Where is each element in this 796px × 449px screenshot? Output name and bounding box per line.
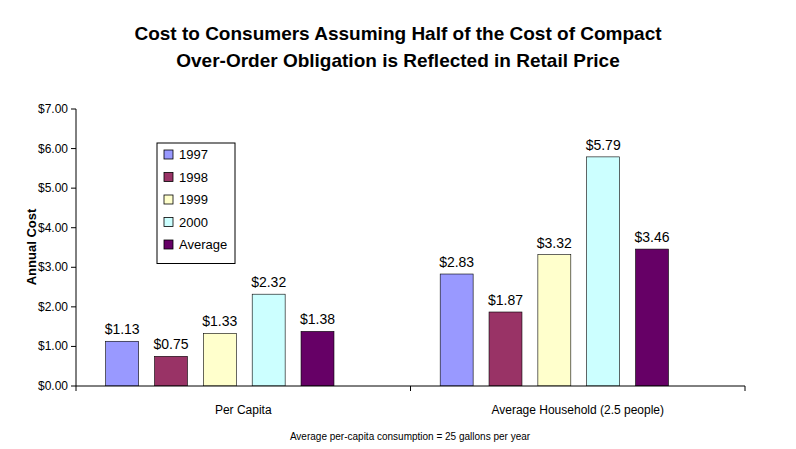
x-tick — [745, 386, 746, 391]
x-tick — [76, 386, 77, 391]
y-tick-label: $4.00 — [38, 221, 68, 235]
data-label: $2.83 — [439, 254, 474, 270]
y-tick — [71, 267, 76, 268]
y-tick-label: $0.00 — [38, 379, 68, 393]
y-tick-label: $3.00 — [38, 260, 68, 274]
y-tick — [71, 386, 76, 387]
bar — [301, 331, 334, 386]
data-label: $2.32 — [251, 274, 286, 290]
y-tick — [71, 346, 76, 347]
background — [0, 0, 796, 449]
y-tick-label: $6.00 — [38, 142, 68, 156]
title-line: Cost to Consumers Assuming Half of the C… — [134, 23, 662, 44]
legend-label: 2000 — [179, 215, 208, 230]
data-label: $0.75 — [153, 336, 188, 352]
y-tick-label: $2.00 — [38, 300, 68, 314]
legend-swatch — [164, 150, 173, 159]
y-axis — [76, 109, 77, 386]
annotation: Average per-capita consumption = 25 gall… — [290, 431, 531, 442]
data-label: $1.13 — [105, 321, 140, 337]
y-tick — [71, 306, 76, 307]
legend-label: 1997 — [179, 147, 208, 162]
data-label: $1.87 — [488, 292, 523, 308]
legend-label: 1998 — [179, 170, 208, 185]
legend-box — [157, 143, 235, 264]
title: Cost to Consumers Assuming Half of the C… — [134, 23, 662, 71]
bar — [440, 274, 473, 386]
data-labels: $1.13 $0.75 $1.33 $2.32 $1.38 $2.83 $1.87 $3.32… — [105, 137, 670, 352]
y-axis-label: Annual Cost — [24, 208, 39, 285]
bar — [252, 294, 285, 386]
y-tick — [71, 188, 76, 189]
legend-swatch — [164, 195, 173, 204]
data-label: $1.33 — [202, 313, 237, 329]
legend-swatch — [164, 218, 173, 227]
data-label: $3.46 — [634, 229, 669, 245]
bar — [538, 255, 571, 386]
x-tick — [410, 386, 411, 391]
y-tick — [71, 109, 76, 110]
y-tick-label: $7.00 — [38, 102, 68, 116]
data-label: $1.38 — [300, 311, 335, 327]
bars — [106, 157, 669, 386]
chart: Cost to Consumers Assuming Half of the C… — [0, 0, 796, 449]
bar — [587, 157, 620, 386]
title-line: Over-Order Obligation is Reflected in Re… — [176, 50, 619, 71]
y-tick — [71, 227, 76, 228]
y-tick — [71, 148, 76, 149]
legend-swatch — [164, 173, 173, 182]
bar — [636, 249, 669, 386]
legend-swatch — [164, 240, 173, 249]
data-label: $3.32 — [537, 235, 572, 251]
data-label: $5.79 — [586, 137, 621, 153]
legend-label: Average — [179, 237, 227, 252]
y-tick-label: $1.00 — [38, 339, 68, 353]
y-tick-label: $5.00 — [38, 181, 68, 195]
bar — [203, 333, 236, 386]
x-tick-label: Per Capita — [215, 403, 272, 417]
bar — [489, 312, 522, 386]
legend: 1997 1998 1999 2000 Average — [157, 143, 235, 264]
legend-label: 1999 — [179, 192, 208, 207]
x-tick-label: Average Household (2.5 people) — [491, 403, 664, 417]
bar — [155, 356, 188, 386]
bar — [106, 341, 139, 386]
